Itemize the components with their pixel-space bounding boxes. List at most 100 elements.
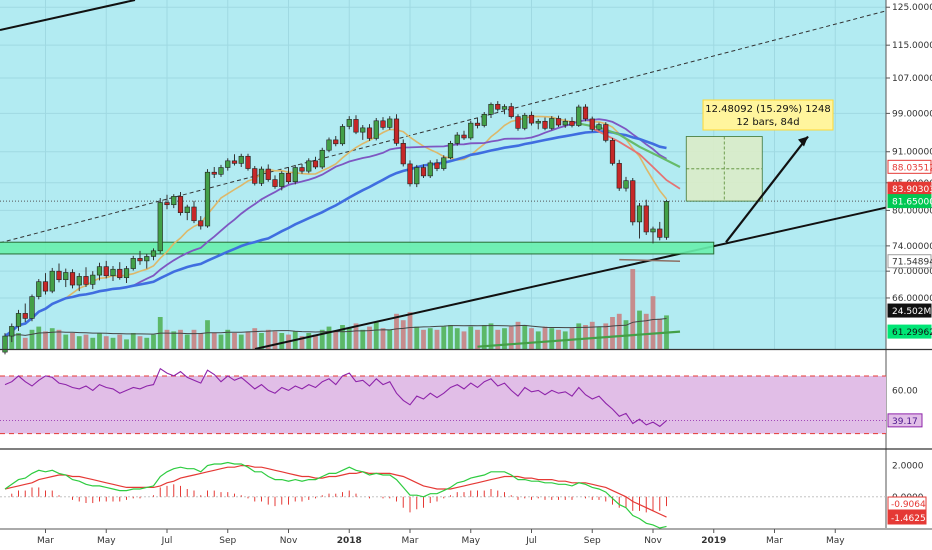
candle [373,118,379,141]
candle [434,159,440,172]
candle-body [650,228,656,233]
candle [407,160,413,187]
candle [360,125,366,140]
time-tick-label: Mar [402,536,419,546]
volume-bar [97,333,102,349]
price-badge-label: 24.502M [892,307,931,317]
channel-dashed-line [0,10,887,244]
candle-body [123,268,130,279]
volume-bar [76,336,82,349]
candle [211,167,217,178]
candle [515,114,521,131]
price-badge-box [887,254,932,269]
macd-line [4,461,667,529]
price-badge-label: 61.29962 [892,328,932,338]
candle [110,266,116,282]
candle-body [508,106,514,117]
candle [623,176,629,192]
volume-bar [616,313,622,349]
time-tick-label: Nov [280,536,298,546]
candle [42,273,49,295]
time-tick-label: May [826,536,845,546]
volume-bar [394,313,399,349]
candle [609,137,616,166]
candle-body [333,139,339,145]
candle-body [407,163,413,185]
candle-body [272,179,278,187]
candle-body [69,272,76,286]
volume-bar [218,334,224,349]
candle [339,124,346,146]
candle-body [441,157,447,169]
candle-body [454,134,460,144]
volume-bar [549,328,555,349]
candle [589,116,595,132]
volume-bar [461,331,467,349]
candle-body [231,160,238,164]
volume-bar [164,329,170,349]
candle-body [616,163,622,189]
volume-bar [178,329,183,349]
candle [643,199,649,235]
candle-body [184,206,190,213]
volume-bar [117,334,123,349]
volume-bar [407,312,413,349]
candle [657,221,663,241]
volume-bar [313,334,318,349]
candle [171,194,177,209]
candle-body [326,139,332,151]
projection-arrow-line [725,135,809,243]
candle-body [157,202,163,252]
candle [582,104,589,122]
candle-body [596,124,602,130]
volume-bar [124,339,129,349]
price-badge-box [887,159,932,174]
measure-label-line1: 12.48092 (15.29%) 1248 [705,104,830,115]
time-tick-label: May [461,536,480,546]
time-tick-label: Nov [644,536,662,546]
macd-signal-line [4,465,667,518]
candle-body [2,335,8,353]
volume-bar [184,334,190,349]
candle-body [171,196,177,206]
volume-bar [589,321,595,349]
candle [123,266,130,284]
rsi-badge: 39.17 [887,413,923,428]
candle-body [238,155,244,164]
volume-bar [333,331,339,349]
candles [2,101,670,355]
time-tick-label: Jul [525,536,537,546]
volume-bar [421,329,426,349]
candle [36,279,42,300]
volume-bar [171,331,177,349]
candle [555,115,562,127]
volume-bar [468,326,474,349]
ma-red-line [591,127,681,190]
candle [292,164,298,185]
price-badge-label: 83.90303 [892,185,932,195]
price-tick-label: 80.00000 [892,206,932,216]
candle-body [90,274,96,285]
candle-body [211,171,217,175]
candle [103,260,109,279]
rsi-badge-label: 39.17 [892,417,918,427]
candle [549,116,555,131]
volume-bar [508,326,514,349]
candle [285,167,292,184]
candle [265,164,271,182]
volume-bar [515,321,521,349]
candle [501,104,508,115]
candle [562,118,568,128]
candle [454,132,460,146]
volume-bar [650,296,656,349]
signal-badge-box [887,510,927,525]
volume-bar [272,331,278,349]
candle-body [603,124,609,141]
candle [630,177,636,226]
candle-body [366,127,373,139]
rsi-tick-label: 60.00 [892,386,918,396]
volume-bar [137,336,143,349]
candle [96,262,103,281]
candle [117,262,123,280]
